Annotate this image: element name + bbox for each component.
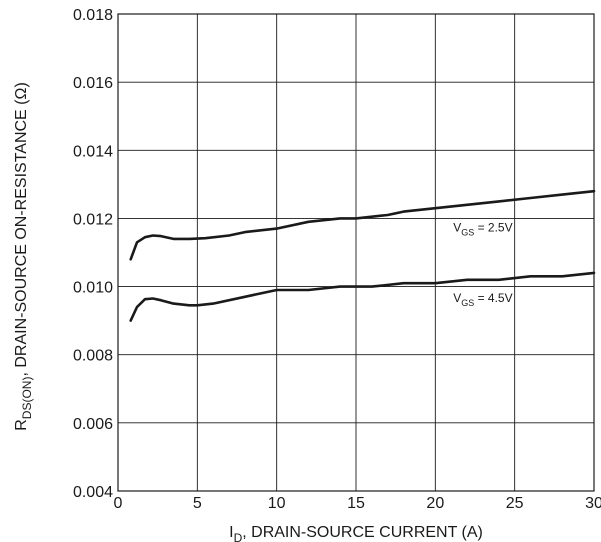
- grid-lines: [117, 13, 595, 492]
- x-axis-label-rest: , DRAIN-SOURCE CURRENT (A): [242, 524, 483, 541]
- annotation-rest: = 4.5V: [474, 291, 512, 305]
- y-tick-label: 0.010: [73, 280, 113, 297]
- y-tick-label: 0.006: [73, 416, 113, 433]
- x-tick-label: 0: [114, 495, 123, 512]
- x-tick-label: 20: [426, 495, 444, 512]
- annotation-main: V: [453, 291, 461, 305]
- plot-frame: [117, 13, 595, 492]
- y-axis-label-main: R: [13, 419, 30, 431]
- x-axis-label-main: I: [229, 524, 233, 541]
- x-axis-label: ID, DRAIN-SOURCE CURRENT (A): [229, 524, 483, 542]
- y-tick-label: 0.018: [73, 7, 113, 24]
- series-annotation-0: VGS = 2.5V: [453, 221, 512, 238]
- y-axis-label-sub: DS(ON): [20, 377, 34, 420]
- y-tick-label: 0.014: [73, 143, 113, 160]
- y-tick-label: 0.012: [73, 211, 113, 228]
- y-axis-label: RDS(ON), DRAIN-SOURCE ON-RESISTANCE (Ω): [13, 82, 34, 431]
- x-tick-label: 30: [585, 495, 601, 512]
- series-lines: [129, 189, 596, 322]
- x-tick-label: 10: [268, 495, 286, 512]
- annotation-sub: GS: [461, 228, 474, 238]
- x-tick-label: 25: [506, 495, 524, 512]
- annotation-rest: = 2.5V: [474, 221, 512, 235]
- y-tick-label: 0.004: [73, 484, 113, 501]
- series-annotation-1: VGS = 4.5V: [453, 291, 512, 308]
- x-axis-label-sub: D: [234, 531, 243, 542]
- tick-labels: 0 5 10 15 20 25 30 0.004 0.006 0.008 0.010 0.012 0.0…: [73, 7, 601, 512]
- series-line-0: [129, 189, 596, 261]
- y-tick-label: 0.008: [73, 348, 113, 365]
- annotation-main: V: [453, 221, 461, 235]
- x-tick-label: 5: [193, 495, 202, 512]
- x-tick-label: 15: [347, 495, 365, 512]
- y-tick-label: 0.016: [73, 75, 113, 92]
- annotation-sub: GS: [461, 298, 474, 308]
- y-axis-label-rest: , DRAIN-SOURCE ON-RESISTANCE (Ω): [13, 82, 30, 376]
- series-line-1: [129, 271, 596, 322]
